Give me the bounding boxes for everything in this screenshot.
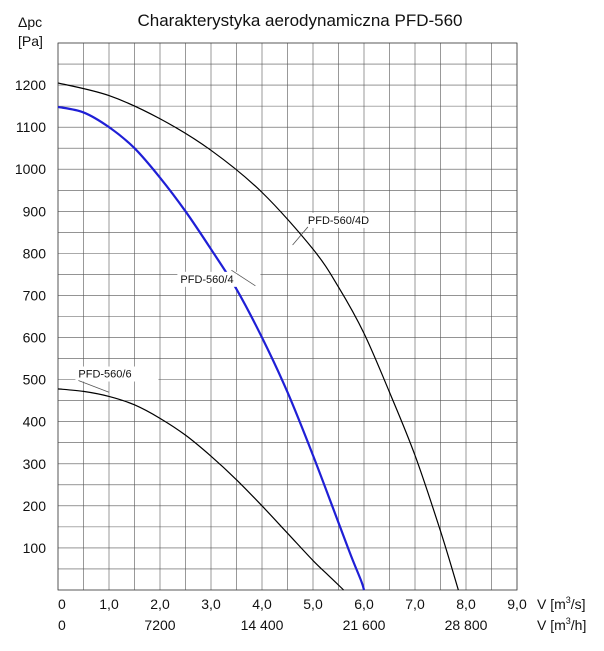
series-line-pfd-560-6 bbox=[57, 388, 345, 591]
callout-leader bbox=[78, 380, 110, 393]
callout-label: PFD-560/4 bbox=[180, 274, 233, 286]
x2-tick-label: 21 600 bbox=[343, 617, 386, 633]
x-tick-label: 7,0 bbox=[405, 596, 425, 612]
x2-tick-label: 14 400 bbox=[241, 617, 284, 633]
y-tick-label: 800 bbox=[23, 245, 47, 261]
y-tick-label: 100 bbox=[23, 540, 47, 556]
y-axis-unit: [Pa] bbox=[18, 33, 43, 49]
y-tick-label: 600 bbox=[23, 330, 47, 346]
callout-box bbox=[304, 212, 388, 228]
x-tick-label: 9,0 bbox=[507, 596, 527, 612]
y-tick-label: 300 bbox=[23, 456, 47, 472]
chart-title: Charakterystyka aerodynamiczna PFD-560 bbox=[137, 11, 462, 30]
x-tick-label: 6,0 bbox=[354, 596, 374, 612]
y-tick-label: 900 bbox=[23, 203, 47, 219]
y-tick-label: 1100 bbox=[16, 119, 46, 135]
callout-box bbox=[75, 366, 159, 382]
plot-frame bbox=[57, 42, 518, 591]
y-tick-label: 1000 bbox=[15, 161, 46, 177]
grid bbox=[57, 42, 518, 591]
series-callouts: PFD-560/4D PFD-560/4 PFD-560/6 bbox=[75, 212, 388, 393]
y-tick-label: 200 bbox=[23, 498, 47, 514]
x-tick-label: 2,0 bbox=[150, 596, 170, 612]
x2-tick-label: 7200 bbox=[144, 617, 175, 633]
x-tick-label: 3,0 bbox=[201, 596, 221, 612]
x-tick-label: 0 bbox=[58, 596, 66, 612]
callout-label: PFD-560/4D bbox=[308, 215, 369, 227]
x-tick-label: 5,0 bbox=[303, 596, 323, 612]
y-tick-label: 400 bbox=[23, 414, 47, 430]
x-tick-label: 8,0 bbox=[456, 596, 476, 612]
x2-tick-label: 0 bbox=[58, 617, 66, 633]
callout-leader bbox=[231, 269, 256, 287]
callout-leader bbox=[292, 226, 309, 246]
series-line-pfd-560-4d bbox=[57, 82, 459, 591]
series bbox=[57, 82, 459, 591]
x-tick-label: 4,0 bbox=[252, 596, 272, 612]
x-axis-label-secondary: V [m3/h] bbox=[537, 616, 586, 633]
callout-label: PFD-560/6 bbox=[78, 369, 131, 381]
x2-tick-label: 28 800 bbox=[445, 617, 488, 633]
y-tick-label: 700 bbox=[23, 287, 47, 303]
y-axis-symbol: Δpc bbox=[18, 14, 42, 30]
x-tick-label: 1,0 bbox=[99, 596, 119, 612]
x-axis-label-primary: V [m3/s] bbox=[537, 595, 586, 612]
y-tick-label: 1200 bbox=[15, 77, 46, 93]
y-tick-label: 500 bbox=[23, 372, 47, 388]
axis-ticks: 100 200 300 400 500 600 700 800 900 1000 1100 1200 0… bbox=[15, 77, 527, 633]
series-line-pfd-560-4 bbox=[57, 105, 366, 591]
